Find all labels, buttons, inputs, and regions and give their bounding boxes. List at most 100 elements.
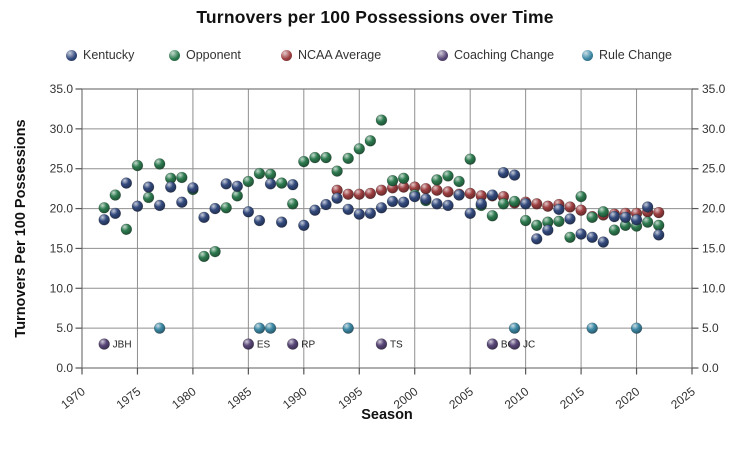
coaching-change-point	[242, 338, 255, 350]
coach-label-jc: JC	[523, 340, 535, 351]
y-axis-title: Turnovers Per 100 Possessions	[13, 119, 29, 337]
opponent-point	[287, 198, 299, 210]
legend-marker-icon	[281, 49, 292, 61]
kentucky-point	[209, 202, 221, 215]
opponent-point	[275, 177, 288, 189]
opponent-point	[375, 114, 388, 126]
legend-marker-icon	[169, 49, 180, 61]
opponent-point	[597, 206, 609, 218]
legend-item-coaching-change: Coaching Change	[437, 48, 554, 62]
opponent-point	[309, 151, 321, 164]
opponent-point	[153, 158, 166, 170]
opponent-point	[553, 215, 565, 228]
rule-change-point	[630, 322, 643, 334]
ncaa-average-point	[564, 201, 576, 213]
opponent-point	[497, 198, 510, 210]
opponent-point	[486, 210, 499, 222]
kentucky-point	[564, 213, 576, 225]
kentucky-point	[575, 228, 587, 240]
plot-border	[81, 88, 693, 369]
kentucky-point	[653, 229, 665, 241]
kentucky-point	[131, 200, 144, 212]
ncaa-average-point	[353, 188, 365, 200]
opponent-point	[242, 175, 255, 188]
kentucky-point	[187, 182, 199, 194]
coach-label-es: ES	[257, 340, 271, 351]
kentucky-point	[597, 236, 609, 248]
opponent-point	[253, 167, 266, 180]
kentucky-point	[464, 207, 476, 220]
x-tick-label: 2025	[668, 384, 698, 412]
y-tick-label-right: 5.0	[702, 321, 719, 335]
kentucky-point	[364, 207, 377, 220]
legend-item-kentucky: Kentucky	[66, 48, 134, 62]
coach-label-rp: RP	[301, 340, 315, 351]
ncaa-average-point	[575, 204, 587, 216]
opponent-point	[298, 155, 310, 168]
y-tick-label-left: 10.0	[50, 281, 74, 295]
x-tick-label: 1970	[58, 384, 88, 412]
coaching-change-point	[486, 338, 499, 350]
y-tick-label-left: 20.0	[50, 202, 74, 216]
legend-label: NCAA Average	[298, 48, 382, 62]
coaching-change-point	[375, 338, 388, 350]
kentucky-point	[531, 233, 543, 245]
x-tick-label: 2015	[557, 384, 587, 412]
opponent-point	[386, 174, 399, 187]
kentucky-point	[453, 189, 465, 201]
kentucky-point	[109, 207, 121, 220]
kentucky-point	[253, 214, 266, 227]
opponent-point	[364, 135, 377, 147]
ncaa-average-point	[342, 188, 354, 200]
kentucky-point	[397, 196, 410, 208]
kentucky-point	[220, 178, 232, 190]
opponent-point	[431, 174, 443, 186]
legend-marker-icon	[582, 49, 593, 61]
kentucky-point	[342, 203, 354, 216]
opponent-point	[519, 214, 532, 227]
legend-marker-icon	[66, 49, 77, 61]
opponent-point	[176, 171, 188, 184]
opponent-point	[331, 165, 343, 177]
ncaa-average-point	[364, 187, 377, 200]
rule-change-point	[342, 322, 354, 334]
kentucky-point	[198, 211, 210, 224]
y-tick-label-left: 5.0	[56, 321, 73, 335]
coaching-change-point	[508, 338, 521, 350]
ncaa-average-point	[653, 206, 665, 219]
legend-label: Opponent	[186, 48, 241, 62]
plot-generated: 0.0 0.0 5.0 5.0 10.0 10.0 15.0 15.0 20.0 20.0 25.0…	[50, 82, 726, 412]
y-tick-label-left: 0.0	[56, 361, 73, 375]
opponent-point	[653, 219, 665, 232]
y-tick-label-right: 35.0	[702, 82, 726, 96]
kentucky-point	[619, 211, 632, 224]
legend-item-ncaa-average: NCAA Average	[281, 48, 381, 62]
ncaa-average-point	[431, 184, 443, 196]
opponent-point	[397, 172, 410, 184]
rule-change-point	[264, 322, 277, 334]
y-tick-label-right: 0.0	[702, 361, 719, 375]
kentucky-point	[287, 178, 299, 191]
coaching-change-point	[287, 338, 299, 350]
kentucky-point	[309, 204, 321, 216]
opponent-point	[320, 151, 332, 164]
opponent-point	[264, 168, 277, 180]
y-tick-label-right: 30.0	[702, 122, 726, 136]
kentucky-point	[542, 224, 554, 236]
legend-label: Kentucky	[83, 48, 135, 62]
opponent-point	[586, 211, 598, 224]
kentucky-point	[630, 214, 643, 226]
x-tick-label: 1990	[280, 384, 310, 412]
x-tick-label: 2020	[613, 384, 643, 412]
opponent-point	[453, 175, 465, 188]
x-tick-label: 1985	[225, 384, 255, 412]
kentucky-point	[298, 219, 310, 232]
y-tick-label-right: 20.0	[702, 202, 726, 216]
ncaa-average-point	[420, 182, 432, 195]
opponent-point	[508, 195, 521, 208]
kentucky-point	[608, 210, 621, 223]
opponent-point	[608, 224, 621, 236]
kentucky-point	[320, 198, 332, 211]
